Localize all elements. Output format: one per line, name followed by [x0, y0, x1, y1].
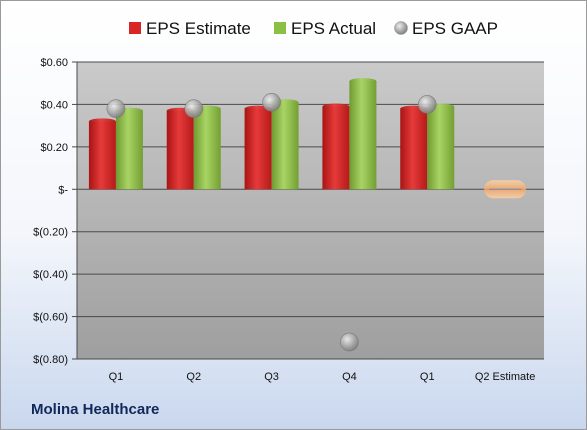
- y-tick-label: $(0.40): [33, 269, 68, 281]
- y-tick-label: $0.20: [40, 142, 68, 154]
- bar-eps-actual-body: [427, 106, 455, 190]
- bar-eps-estimate-body: [322, 106, 350, 190]
- bar-eps-estimate-body: [400, 108, 428, 190]
- bar-eps-estimate: [400, 105, 428, 190]
- bar-eps-estimate: [244, 105, 272, 190]
- x-tick-label: Q1: [109, 371, 124, 383]
- legend-label: EPS GAAP: [412, 19, 498, 38]
- legend-swatch: [274, 22, 286, 34]
- y-tick-label: $-: [58, 184, 68, 196]
- y-tick-label: $0.60: [40, 57, 68, 69]
- y-tick-label: $(0.20): [33, 227, 68, 239]
- legend-item: EPS Actual: [274, 19, 376, 38]
- point-eps-gaap: [417, 95, 437, 114]
- bar-eps-estimate: [88, 118, 116, 190]
- y-tick-label: $0.40: [40, 99, 68, 111]
- company-name: Molina Healthcare: [31, 401, 160, 418]
- legend-item: EPS Estimate: [129, 19, 251, 38]
- bar-eps-actual-body: [271, 102, 299, 190]
- legend-swatch: [394, 21, 408, 35]
- bar-eps-estimate-cap: [322, 103, 350, 110]
- legend-label: EPS Estimate: [146, 19, 251, 38]
- point-eps-gaap: [184, 99, 204, 118]
- bar-eps-estimate-body: [88, 121, 116, 190]
- plot-area: [77, 62, 544, 359]
- legend-label: EPS Actual: [291, 19, 376, 38]
- bar-eps-estimate-cap: [88, 118, 116, 125]
- legend-swatch: [129, 22, 141, 34]
- bar-eps-actual: [115, 107, 143, 190]
- bar-eps-actual-body: [193, 108, 221, 190]
- bar-eps-actual: [271, 99, 299, 190]
- y-tick-label: $(0.80): [33, 354, 68, 366]
- point-eps-gaap: [340, 332, 359, 352]
- bar-eps-actual-body: [349, 81, 377, 190]
- legend-item: EPS GAAP: [394, 19, 498, 38]
- x-tick-label: Q3: [264, 371, 279, 383]
- bar-eps-actual: [427, 103, 455, 190]
- y-tick-label: $(0.60): [33, 312, 68, 324]
- x-tick-label: Q4: [342, 371, 357, 383]
- x-tick-label: Q2: [186, 371, 201, 383]
- bar-eps-actual: [349, 78, 377, 190]
- bar-eps-actual: [193, 105, 221, 190]
- point-eps-gaap: [106, 99, 126, 118]
- x-tick-label: Q1: [420, 371, 435, 383]
- bar-eps-estimate: [322, 103, 350, 190]
- bar-eps-estimate: [166, 107, 194, 190]
- bar-eps-estimate-body: [166, 110, 194, 190]
- point-eps-gaap: [262, 93, 281, 112]
- bar-eps-actual-cap: [349, 78, 377, 85]
- bar-eps-actual-body: [115, 110, 143, 190]
- x-tick-label: Q2 Estimate: [475, 371, 536, 383]
- bar-eps-estimate-body: [244, 108, 272, 190]
